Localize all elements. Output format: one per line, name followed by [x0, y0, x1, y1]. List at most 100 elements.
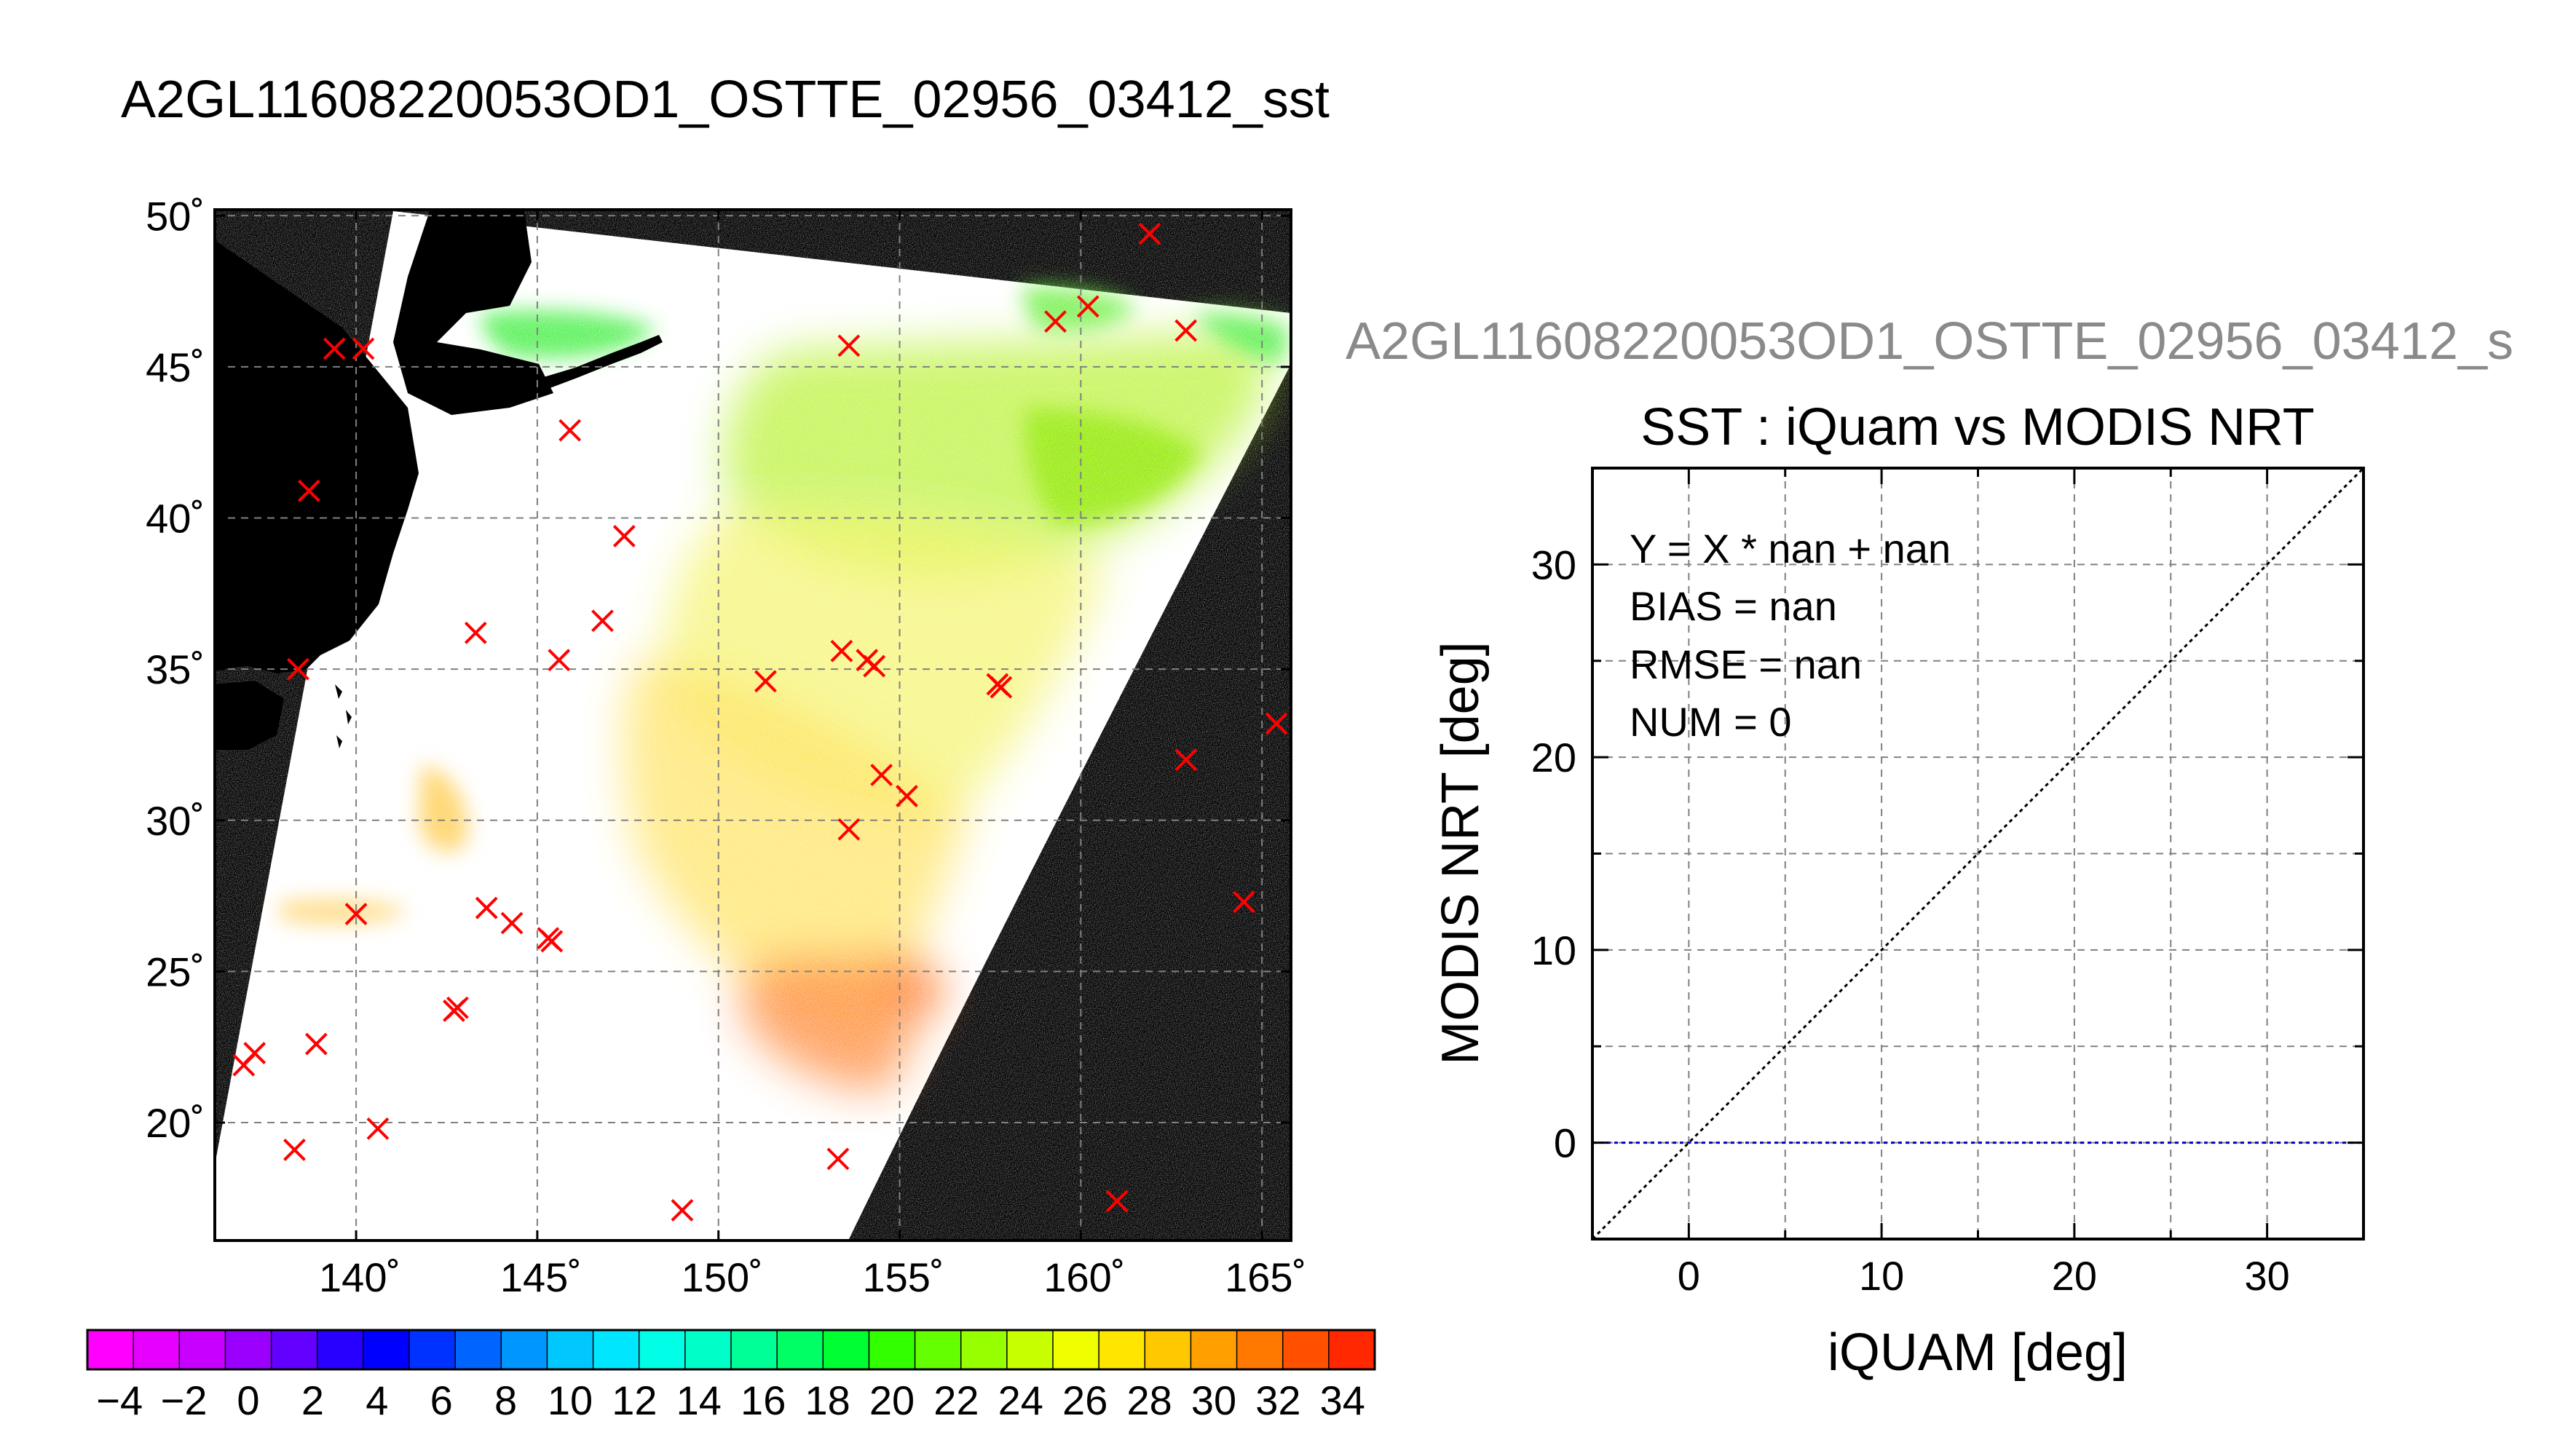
colorbar-tick-label: 4: [366, 1377, 388, 1423]
colorbar-segment: [1053, 1330, 1099, 1369]
colorbar-segment: [731, 1330, 778, 1369]
buoy-marker: [1105, 1190, 1129, 1213]
buoy-marker: [990, 676, 1013, 699]
scatter-gridlines: [1592, 468, 2364, 1239]
scatter-tick-labels: 0 10 20 30 0 10 20 30: [1531, 542, 2290, 1299]
buoy-marker: [671, 1199, 694, 1222]
colorbar-tick-label: 2: [301, 1377, 324, 1423]
buoy-marker: [1265, 712, 1288, 735]
map-y-tick-label: 20˚: [146, 1100, 205, 1146]
map-frame: [213, 208, 1292, 1242]
colorbar-segment: [1006, 1330, 1054, 1369]
colorbar-tick-label: 22: [933, 1377, 979, 1423]
buoy-marker: [1174, 748, 1198, 772]
buoy-marker: [830, 639, 853, 662]
colorbar-frame: [86, 1329, 1376, 1371]
colorbar-tick-label: 34: [1320, 1377, 1365, 1423]
scatter-x-tick-label: 10: [1859, 1253, 1904, 1299]
colorbar-segment: [1282, 1330, 1330, 1369]
scatter-y-axis-label: MODIS NRT [deg]: [1431, 641, 1490, 1065]
colorbar-tick-label: 18: [805, 1377, 850, 1423]
scatter-plot: [1592, 468, 2364, 1239]
buoy-marker: [475, 896, 498, 919]
colorbar-segment: [915, 1330, 962, 1369]
scatter-title: SST : iQuam vs MODIS NRT: [1640, 398, 2315, 456]
map-x-tick-label: 155˚: [862, 1254, 944, 1300]
colorbar-segment: [547, 1330, 594, 1369]
colorbar-segment: [639, 1330, 686, 1369]
scatter-y-tick-label: 20: [1531, 735, 1576, 780]
scatter-x-tick-label: 0: [1678, 1253, 1700, 1299]
buoy-marker: [352, 337, 375, 360]
buoy-marker: [464, 621, 487, 644]
colorbar-segment: [409, 1330, 456, 1369]
scatter-y-tick-label: 30: [1531, 542, 1576, 587]
colorbar-segment: [455, 1330, 502, 1369]
buoy-marker: [283, 1139, 306, 1161]
map-y-tick-label: 30˚: [146, 798, 205, 844]
buoy-marker: [558, 419, 582, 442]
buoy-marker: [366, 1117, 390, 1140]
map-y-tick-label: 50˚: [146, 193, 205, 239]
sst-map: [215, 210, 1291, 1241]
colorbar-tick-label: 32: [1255, 1377, 1300, 1423]
scatter-x-tick-label: 20: [2052, 1253, 2097, 1299]
buoy-marker: [896, 785, 918, 807]
buoy-marker: [500, 911, 524, 935]
land-masses: [215, 211, 663, 750]
buoy-marker: [754, 670, 777, 693]
map-y-tick-label: 40˚: [146, 496, 205, 542]
colorbar-segment: [501, 1330, 548, 1369]
map-gridlines: [215, 210, 1291, 1241]
colorbar-tick-label: 12: [612, 1377, 657, 1423]
colorbar-segment: [225, 1330, 272, 1369]
sst-fill: [215, 210, 1291, 1241]
buoy-marker: [297, 479, 320, 502]
scatter-y-tick-label: 0: [1554, 1120, 1576, 1166]
colorbar-tick-label: 10: [548, 1377, 593, 1423]
colorbar-segment: [363, 1330, 410, 1369]
map-y-tick-label: 45˚: [146, 344, 205, 390]
colorbar-segment: [823, 1330, 870, 1369]
colorbar-tick-label: −4: [96, 1377, 143, 1423]
scatter-y-tick-label: 10: [1531, 927, 1576, 973]
colorbar-tick-label: 30: [1191, 1377, 1236, 1423]
buoy-marker: [826, 1147, 850, 1171]
colorbar: [87, 1330, 1375, 1369]
buoy-marker: [446, 996, 469, 1019]
land-sakhalin-hokkaido: [393, 211, 553, 415]
colorbar-segment: [1190, 1330, 1238, 1369]
buoy-marker: [548, 649, 571, 672]
stats-line-equation: Y = X * nan + nan: [1630, 526, 1951, 571]
buoy-marker: [232, 1053, 256, 1077]
buoy-marker: [837, 334, 861, 357]
colorbar-segment: [1099, 1330, 1145, 1369]
secondary-title: A2GL11608220053OD1_OSTTE_02956_03412_s: [1346, 312, 2513, 371]
colorbar-tick-label: −2: [161, 1377, 208, 1423]
buoy-marker: [540, 930, 564, 953]
colorbar-tick-label: 20: [869, 1377, 915, 1423]
map-x-tick-label: 145˚: [500, 1254, 582, 1300]
land-honshu: [215, 240, 419, 673]
buoy-marker: [591, 609, 614, 633]
colorbar-tick-label: 8: [494, 1377, 517, 1423]
scatter-ticks: [1591, 467, 2365, 1241]
colorbar-tick-label: 6: [430, 1377, 453, 1423]
buoy-marker: [863, 654, 886, 678]
colorbar-segment: [1145, 1330, 1192, 1369]
colorbar-segment: [869, 1330, 916, 1369]
buoy-marker: [1232, 890, 1255, 914]
colorbar-segment: [777, 1330, 824, 1369]
map-x-tick-label: 140˚: [319, 1254, 400, 1300]
buoy-markers: [232, 222, 1288, 1222]
stats-box: Y = X * nan + nan BIAS = nan RMSE = nan …: [1630, 526, 1951, 745]
colorbar-segment: [684, 1330, 732, 1369]
buoy-marker: [1076, 295, 1099, 318]
buoy-marker: [837, 818, 861, 841]
colorbar-tick-label: 16: [741, 1377, 786, 1423]
land-kuril-chain: [539, 335, 663, 389]
buoy-marker: [323, 337, 346, 360]
map-x-tick-label: 165˚: [1225, 1254, 1306, 1300]
scatter-x-axis-label: iQUAM [deg]: [1828, 1324, 2128, 1382]
